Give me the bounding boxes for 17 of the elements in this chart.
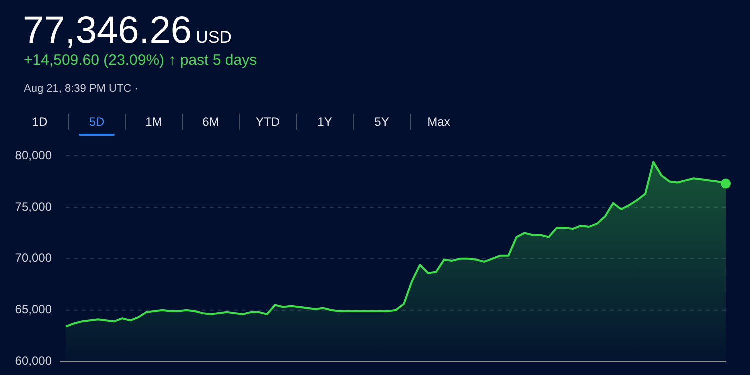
text: 1D	[31, 114, 49, 131]
text: Aug 21, 8:39 PM UTC ·	[24, 83, 138, 95]
text: 5D	[71, 112, 123, 134]
chart-title: 77,346.26	[23, 10, 192, 52]
y-tick-label: 70,000	[15, 251, 52, 266]
text: 1M	[144, 114, 164, 131]
text: YTD	[255, 114, 281, 131]
text: USD	[196, 28, 232, 47]
y-tick-label: 80,000	[15, 148, 52, 162]
y-tick-label: 60,000	[15, 354, 52, 368]
text: 5Y	[374, 114, 390, 131]
text: 1Y	[316, 114, 334, 131]
text: Max	[426, 114, 452, 131]
chart-subtitle: +14,509.60 (23.09%) ↑ past 5 days	[24, 52, 258, 69]
y-tick-label: 75,000	[15, 200, 52, 214]
text: 6M	[202, 114, 220, 131]
y-tick-label: 65,000	[15, 302, 52, 317]
